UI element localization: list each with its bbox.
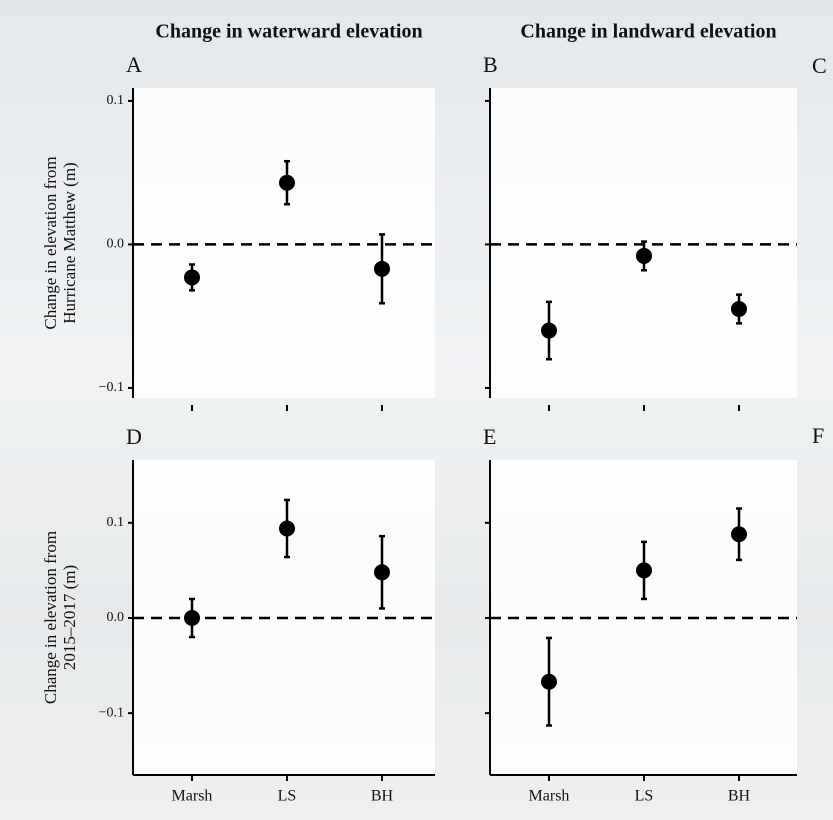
panel-label: F xyxy=(812,423,824,448)
point xyxy=(731,526,747,543)
y-tick-label: 0.1 xyxy=(107,93,125,108)
panel-label: C xyxy=(812,53,827,78)
y-tick-label: 0.0 xyxy=(107,237,125,252)
point xyxy=(279,520,295,537)
y-axis-label: Hurricane Matthew (m) xyxy=(60,162,79,323)
plot-area xyxy=(133,88,435,398)
x-tick-label: Marsh xyxy=(529,788,570,805)
y-axis-label: Change in elevation from xyxy=(41,531,60,704)
point xyxy=(374,564,390,581)
point xyxy=(541,673,557,690)
point xyxy=(184,269,200,286)
panel-label: D xyxy=(126,424,142,449)
point xyxy=(731,301,747,318)
x-tick-label: LS xyxy=(635,788,654,805)
point xyxy=(374,260,390,277)
x-tick-label: BH xyxy=(728,788,751,805)
y-tick-label: −0.1 xyxy=(99,380,124,395)
column-title: Change in landward elevation xyxy=(520,21,776,43)
y-tick-label: 0.1 xyxy=(107,515,125,530)
point xyxy=(636,247,652,264)
panel-label: A xyxy=(126,52,142,77)
x-tick-label: LS xyxy=(278,788,297,805)
x-tick-label: BH xyxy=(371,788,394,805)
y-tick-label: 0.0 xyxy=(107,610,125,625)
x-tick-label: Marsh xyxy=(172,788,213,805)
point xyxy=(636,562,652,579)
panel-label: B xyxy=(483,52,498,77)
y-axis-label: Change in elevation from xyxy=(41,156,60,329)
column-title: Change in waterward elevation xyxy=(155,21,422,43)
y-tick-label: −0.1 xyxy=(99,705,124,720)
y-axis-label: 2015–2017 (m) xyxy=(60,565,79,670)
panel-label: E xyxy=(483,424,496,449)
point xyxy=(184,609,200,626)
point xyxy=(279,174,295,191)
point xyxy=(541,322,557,339)
